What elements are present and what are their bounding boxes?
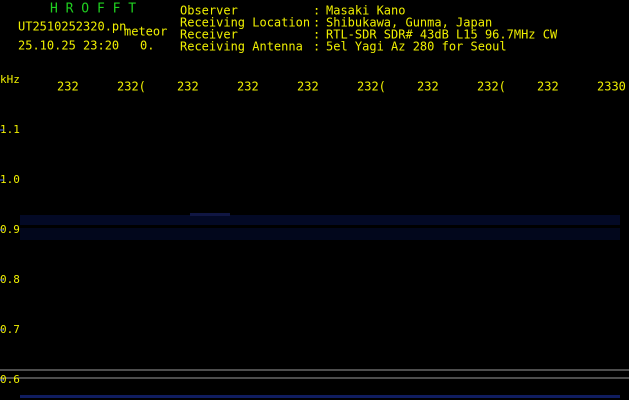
bottom-noise [20,395,620,398]
field-separator: : [313,28,320,42]
field-separator: : [313,40,320,54]
field-separator: : [313,4,320,18]
x-tick-label: 232( [117,80,146,94]
noise [190,213,230,216]
field-value: Shibukawa, Gunma, Japan [326,16,492,30]
x-tick-label: 232 [297,80,319,94]
field-value: 5el Yagi Az 280 for Seoul [326,40,507,54]
y-tick-label: 0.7 [0,323,20,336]
x-tick-label: 232( [477,80,506,94]
y-tick-label: 0.9 [0,223,20,236]
x-tick-label: 232 [177,80,199,94]
x-tick-label: 232 [57,80,79,94]
x-tick-label: 232 [417,80,439,94]
y-unit: kHz [0,73,20,86]
field-label: Observer [180,4,238,18]
field-separator: : [313,16,320,30]
field-label: Receiving Antenna [180,40,303,54]
x-tick-label: 232( [357,80,386,94]
mode: meteor [124,25,167,39]
field-label: Receiving Location [180,16,310,30]
noise [20,228,620,240]
noise [20,215,620,225]
field-label: Receiver [180,28,238,42]
y-tick-label: 1.1 [0,123,20,136]
count: 0. [140,39,154,53]
field-value: RTL-SDR SDR# 43dB L15 96.7MHz CW [326,28,558,42]
file-name: UT2510252320.pn [18,20,126,34]
x-tick-label: 232 [537,80,559,94]
x-tick-label: 2330 [597,80,626,94]
y-tick-label: 0.8 [0,273,20,286]
noise-band [20,213,620,240]
y-tick-label: 0.6 [0,373,20,386]
x-tick-label: 232 [237,80,259,94]
app-title: H R O F F T [50,2,136,17]
field-value: Masaki Kano [326,4,405,18]
datetime: 25.10.25 23:20 [18,39,119,53]
y-tick-label: 1.0 [0,173,20,186]
